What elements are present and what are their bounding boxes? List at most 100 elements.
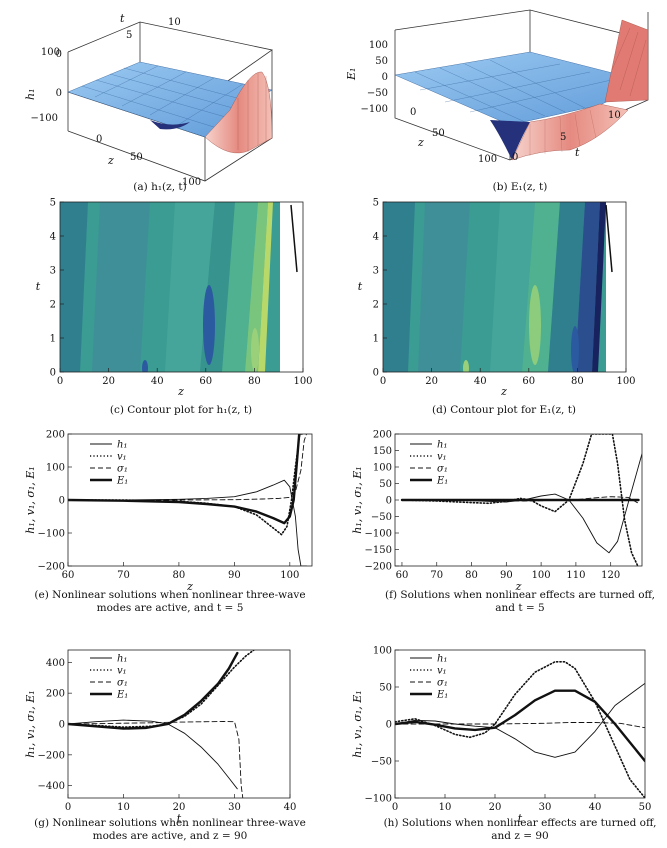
panel-a-surface: 100 0 −100 h₁ 0 50 100 z 0 5 10 t (a) h₁…	[24, 12, 273, 193]
d-caption: (d) Contour plot for E₁(z, t)	[432, 404, 576, 416]
x-tick-label: 40	[151, 376, 164, 387]
x-tick-label: 60	[396, 570, 409, 581]
legend-label: v₁	[437, 452, 447, 463]
panel-e-lines: 60 70 80 90 100 −200 −100 0 100 200 z h₁, v₁, σ₁, E…	[24, 430, 313, 593]
panel-h-lines: 0 10 20 30 40 50 −100 −50 0 50 100 t h₁, v₁, σ₁, E₁ h…	[351, 646, 651, 826]
x-axis-label: t	[177, 812, 182, 825]
d-xlabel: z	[500, 385, 507, 398]
series-line-dashed	[68, 434, 307, 501]
x-axis-label: z	[515, 580, 522, 593]
x-tick-label: 120	[601, 570, 620, 581]
x-tick-label: 20	[489, 802, 502, 813]
y-tick-label: 5	[373, 198, 379, 209]
f-caption-1: (f) Solutions when nonlinear effects are…	[385, 589, 655, 601]
x-tick-label: 100	[616, 376, 635, 387]
a-xtick-50: 50	[130, 152, 143, 163]
y-tick-label: 5	[50, 198, 56, 209]
y-tick-label: 3	[50, 266, 56, 277]
panel-g-lines: 0 10 20 30 40 −400 −200 0 200 400 t h₁, v₁, σ₁, E₁ h…	[24, 649, 296, 825]
x-tick-label: 70	[117, 570, 130, 581]
y-tick-label: 2	[373, 300, 379, 311]
b-ylabel: t	[575, 146, 580, 159]
x-tick-label: 70	[430, 570, 443, 581]
legend-label: E₁	[436, 476, 448, 487]
a-ytick-5: 5	[126, 30, 132, 41]
x-tick-label: 30	[228, 802, 241, 813]
y-tick-label: −50	[371, 512, 392, 523]
series-line-thin	[68, 719, 238, 790]
f-caption-2: and t = 5	[495, 602, 544, 614]
c-ylabel: t	[36, 280, 41, 293]
x-tick-label: 0	[392, 802, 398, 813]
x-tick-label: 0	[65, 802, 71, 813]
a-ztick-100: 100	[41, 47, 60, 58]
a-ylabel: t	[120, 12, 125, 25]
y-tick-label: −100	[365, 794, 392, 805]
y-tick-label: 100	[373, 463, 392, 474]
y-tick-label: 200	[373, 430, 392, 441]
y-tick-label: −200	[38, 750, 65, 761]
series-line-thin	[395, 682, 645, 758]
a-zlabel: h₁	[24, 89, 37, 101]
legend-label: E₁	[116, 690, 128, 701]
b-ztick-100: 100	[369, 40, 388, 51]
series-line-dotted	[395, 660, 645, 798]
series-line-thick	[68, 434, 301, 525]
x-tick-label: 60	[199, 376, 212, 387]
y-axis-label: h₁, v₁, σ₁, E₁	[24, 690, 37, 757]
x-tick-label: 10	[117, 802, 130, 813]
x-tick-label: 50	[639, 802, 652, 813]
x-tick-label: 20	[425, 376, 438, 387]
series-line-dotted	[68, 434, 305, 536]
series-line-thin	[68, 479, 307, 566]
h-caption-2: and z = 90	[491, 830, 548, 842]
legend-label: v₁	[117, 666, 127, 677]
h-caption-1: (h) Solutions when nonlinear effects are…	[384, 817, 657, 829]
legend-label: E₁	[116, 476, 128, 487]
x-tick-label: 100	[293, 376, 312, 387]
y-tick-label: 0	[386, 496, 392, 507]
g-caption-1: (g) Nonlinear solutions when nonlinear t…	[34, 817, 306, 829]
y-tick-label: −200	[38, 562, 65, 573]
b-ytick-0: 0	[512, 152, 518, 163]
x-tick-label: 0	[57, 376, 63, 387]
x-tick-label: 30	[539, 802, 552, 813]
y-tick-label: −50	[371, 757, 392, 768]
x-tick-label: 40	[474, 376, 487, 387]
y-tick-label: −100	[38, 529, 65, 540]
b-xtick-50: 50	[432, 128, 445, 139]
x-axis-label: t	[518, 812, 523, 825]
legend-label: h₁	[437, 654, 447, 665]
y-tick-label: 0	[59, 720, 65, 731]
y-tick-label: 200	[46, 430, 65, 441]
x-tick-label: 90	[500, 570, 513, 581]
x-tick-label: 110	[566, 570, 585, 581]
legend-label: h₁	[117, 440, 127, 451]
b-xtick-100: 100	[478, 154, 497, 165]
y-tick-label: −100	[365, 529, 392, 540]
panel-c-contour: 0 20 40 60 80 100 0 1 2 3 4 5 z t (c) Contour plot …	[36, 198, 313, 417]
y-tick-label: 0	[373, 368, 379, 379]
x-tick-label: 60	[62, 570, 75, 581]
b-ztick-50: 50	[375, 56, 388, 67]
legend-label: σ₁	[437, 678, 448, 689]
legend-label: E₁	[436, 690, 448, 701]
series-line-thick	[395, 689, 645, 763]
y-tick-label: 100	[46, 463, 65, 474]
c-xlabel: z	[177, 385, 184, 398]
x-tick-label: 60	[522, 376, 535, 387]
a-ytick-10: 10	[168, 17, 181, 28]
y-tick-label: 50	[379, 683, 392, 694]
b-ztick-m100: −100	[361, 104, 388, 115]
a-xtick-0: 0	[96, 134, 102, 145]
y-tick-label: 3	[373, 266, 379, 277]
d-ticks: 0 20 40 60 80 100 0 1 2 3 4 5	[373, 198, 636, 388]
panel-d-contour: 0 20 40 60 80 100 0 1 2 3 4 5 z t (d) Contour plot …	[358, 198, 636, 417]
x-tick-label: 80	[248, 376, 261, 387]
a-ztick-m100: −100	[31, 113, 58, 124]
b-ytick-10: 10	[608, 110, 621, 121]
a-caption: (a) h₁(z, t)	[133, 181, 186, 193]
